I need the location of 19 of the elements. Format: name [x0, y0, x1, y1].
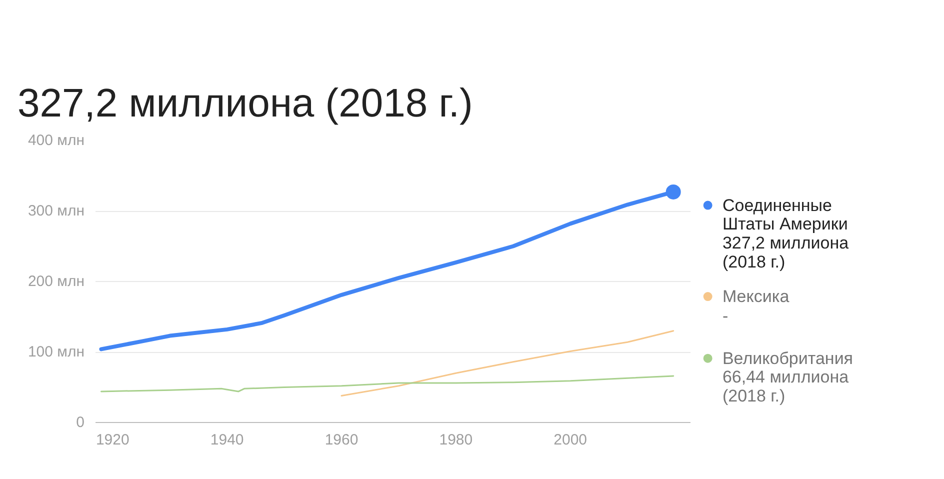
x-tick-label: 1920: [96, 432, 130, 448]
y-tick-label: 400 млн: [28, 132, 85, 149]
x-tick-label: 1940: [210, 432, 244, 448]
y-tick-label: 0: [76, 414, 84, 431]
legend-label: Великобритания: [722, 348, 854, 368]
x-tick-label: 1960: [324, 432, 358, 448]
line-series: [100, 375, 674, 392]
legend-label: Соединенные Штаты Америки: [722, 196, 848, 234]
text: -: [722, 306, 728, 326]
x-tick-label: 1980: [439, 432, 473, 448]
line-series: [340, 330, 674, 396]
x-tick-label: 2000: [554, 432, 588, 448]
text: 66,44 миллиона (2018 г.): [722, 368, 850, 406]
y-tick-label: 300 млн: [28, 202, 85, 220]
legend-label: Мексика: [722, 287, 790, 306]
y-tick-label: 200 млн: [28, 273, 85, 290]
y-tick-label: 100 млн: [28, 344, 85, 360]
chart-title: 327,2 миллиона (2018 г.): [18, 82, 473, 126]
text: 327,2 миллиона (2018 г.): [722, 233, 850, 272]
